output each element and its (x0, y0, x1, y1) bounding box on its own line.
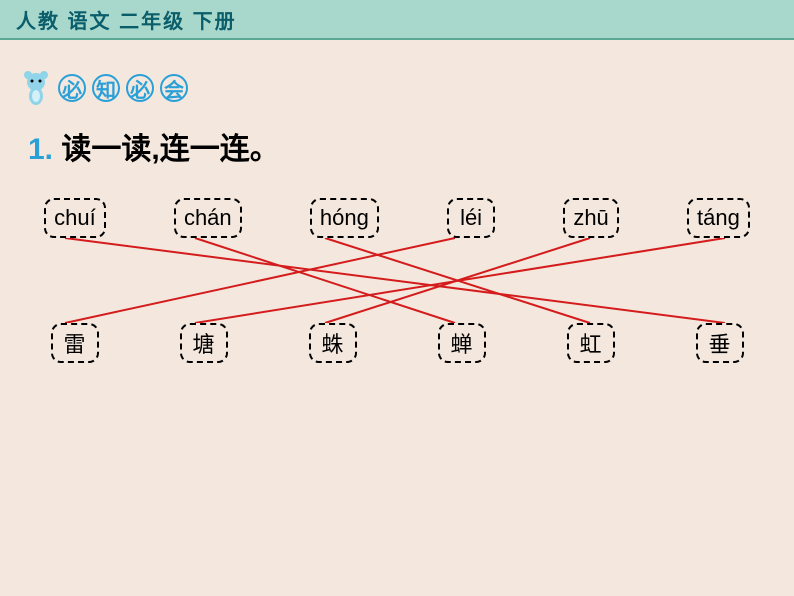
matching-diagram: chuí chán hóng léi zhū táng 雷 塘 蛛 蝉 虹 垂 (0, 198, 794, 398)
pinyin-box: chán (174, 198, 242, 238)
section-char-2: 必 (126, 74, 154, 102)
mascot-icon (20, 70, 52, 106)
question-text: 1. 读一读,连一连。 (28, 124, 794, 168)
hanzi-box: 虹 (567, 323, 615, 363)
pinyin-box: hóng (310, 198, 379, 238)
pinyin-box: zhū (563, 198, 618, 238)
pinyin-box: táng (687, 198, 750, 238)
hanzi-box: 蝉 (438, 323, 486, 363)
header-bar: 人教 语文 二年级 下册 (0, 0, 794, 40)
hanzi-box: 塘 (180, 323, 228, 363)
section-char-0: 必 (58, 74, 86, 102)
match-lines (0, 198, 794, 398)
section-title: 必 知 必 会 (20, 70, 794, 106)
question-body: 读一读,连一连。 (61, 133, 279, 166)
hanzi-box: 蛛 (309, 323, 357, 363)
hanzi-box: 雷 (51, 323, 99, 363)
section-char-3: 会 (160, 74, 188, 102)
section-char-1: 知 (92, 74, 120, 102)
header-text: 人教 语文 二年级 下册 (16, 5, 237, 34)
pinyin-box: léi (447, 198, 495, 238)
hanzi-box: 垂 (696, 323, 744, 363)
pinyin-box: chuí (44, 198, 106, 238)
question-number: 1. (28, 133, 53, 166)
